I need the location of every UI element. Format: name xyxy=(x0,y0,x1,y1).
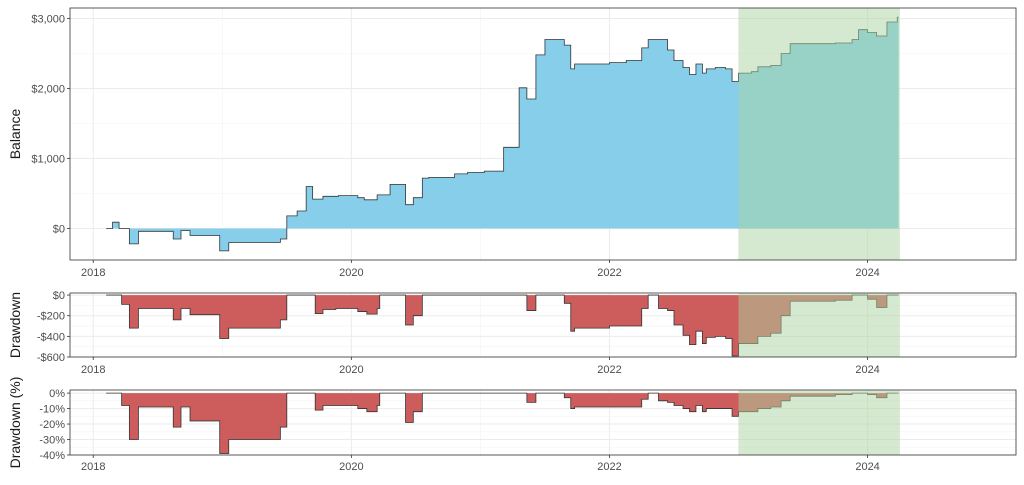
x-tick-label: 2018 xyxy=(81,364,105,376)
balance-panel: $0 $1,000 $2,000 $3,000 2018 2020 2022 2024 Bala… xyxy=(7,7,1017,279)
balance-area xyxy=(106,17,899,251)
y-tick-label: $2,000 xyxy=(31,84,65,96)
x-tick-label: 2020 xyxy=(339,364,363,376)
x-tick-label: 2018 xyxy=(81,267,105,279)
panel-border xyxy=(69,7,1017,261)
y-tick-label: -$400 xyxy=(37,331,65,343)
y-tick-label: $3,000 xyxy=(31,14,65,26)
y-tick-label: -20% xyxy=(39,419,65,431)
y-tick-label: -40% xyxy=(39,450,65,462)
y-tick-label: -$200 xyxy=(37,311,65,323)
x-tick-label: 2018 xyxy=(81,461,105,473)
y-tick-label: $1,000 xyxy=(31,154,65,166)
x-tick-label: 2022 xyxy=(597,461,621,473)
x-tick-label: 2020 xyxy=(339,461,363,473)
drawdown-area xyxy=(106,295,899,356)
highlight-region xyxy=(738,390,900,455)
y-tick-label: 0% xyxy=(49,388,65,400)
y-axis-title: Balance xyxy=(7,108,23,159)
highlight-region xyxy=(738,293,900,357)
y-tick-label: -10% xyxy=(39,404,65,416)
y-tick-label: -30% xyxy=(39,435,65,447)
drawdown_pct-panel: 0% -10% -20% -30% -40% 2018 2020 2022 2024 Drawdo… xyxy=(7,377,1017,473)
x-tick-label: 2022 xyxy=(597,267,621,279)
highlight-region xyxy=(738,8,900,260)
y-tick-label: $0 xyxy=(53,290,65,302)
drawdown-panel: $0 -$200 -$400 -$600 2018 2020 2022 2024 Drawdow… xyxy=(7,290,1017,376)
panel-border xyxy=(69,292,1017,358)
panel-border xyxy=(69,389,1017,456)
x-tick-label: 2024 xyxy=(855,267,879,279)
y-axis-title: Drawdown (%) xyxy=(7,377,23,469)
y-tick-label: -$600 xyxy=(37,352,65,364)
y-axis-title: Drawdown xyxy=(7,292,23,358)
x-tick-label: 2022 xyxy=(597,364,621,376)
y-tick-label: $0 xyxy=(53,224,65,236)
x-tick-label: 2024 xyxy=(855,364,879,376)
x-tick-label: 2024 xyxy=(855,461,879,473)
drawdown_pct-area xyxy=(106,393,899,454)
x-tick-label: 2020 xyxy=(339,267,363,279)
